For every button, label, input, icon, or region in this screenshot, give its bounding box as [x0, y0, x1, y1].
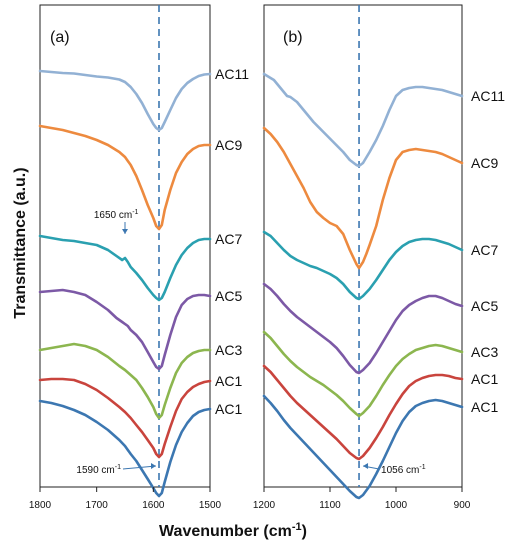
- panel-b-series-label-2: AC7: [471, 242, 498, 258]
- panel-a-series-label-2: AC7: [215, 231, 242, 247]
- x-axis-title-main: Wavenumber (cm: [159, 523, 292, 540]
- panel-a-series-label-5: AC1: [215, 373, 242, 389]
- panel-b-series-ac9-1: [262, 126, 464, 270]
- panel-b-xtick-label-2: 1000: [385, 500, 408, 511]
- panel-a-series-ac11-0: [38, 69, 212, 132]
- panel-b-annotation-0: 1056 cm-1: [381, 464, 426, 476]
- panel-b-series-label-3: AC5: [471, 298, 498, 314]
- panel-a-series-ac3-4: [38, 342, 212, 420]
- panel-a-label: (a): [50, 29, 70, 46]
- panel-b-series-ac5-3: [262, 282, 464, 375]
- panel-a-annotation-1: 1590 cm-1: [76, 464, 121, 476]
- panel-b-series-label-5: AC1: [471, 371, 498, 387]
- panel-a-series-ac7-2: [38, 234, 212, 302]
- panel-a-annotation-0: 1650 cm-1: [94, 209, 139, 221]
- y-axis-title: Transmittance (a.u.): [12, 167, 29, 318]
- panel-a-series-label-6: AC1: [215, 401, 242, 417]
- panel-b-series-ac3-4: [262, 330, 464, 418]
- panel-a-ticks-group: 1800 1700 1600 1500 1650 cm-1 1590 cm-1: [29, 209, 222, 511]
- panel-a-series-group: AC11 AC9 AC7 AC5 AC3 AC1 AC1: [38, 66, 249, 498]
- panel-a-series-label-0: AC11: [215, 66, 249, 82]
- panel-b-annotation-arrowhead-0: [363, 463, 369, 469]
- panel-b-series-ac11-0: [262, 72, 464, 168]
- panel-b-series-group: AC11 AC9 AC7 AC5 AC3 AC1 AC1: [262, 72, 505, 500]
- panel-a-series-label-4: AC3: [215, 342, 242, 358]
- panel-b-ticks-group: 1200 1100 1000 900 1056 cm-1: [253, 463, 471, 511]
- panel-a-frame: [39, 4, 211, 488]
- panel-a-xtick-label-1: 1700: [86, 500, 109, 511]
- panel-a-xtick-label-0: 1800: [29, 500, 52, 511]
- panel-b-series-label-0: AC11: [471, 88, 505, 104]
- panel-b-series-label-6: AC1: [471, 399, 498, 415]
- panel-a-xtick-label-2: 1600: [142, 500, 165, 511]
- panel-b-frame: [263, 4, 463, 488]
- panel-a-series-ac9-1: [38, 124, 212, 231]
- panel-b-series-label-1: AC9: [471, 155, 498, 171]
- panel-a-annotation-arrow-1: [122, 465, 157, 470]
- panel-b-xtick-label-3: 900: [454, 500, 471, 511]
- x-axis-title: Wavenumber (cm-1): [159, 521, 307, 540]
- panel-b-series-ac1-6: [262, 394, 464, 500]
- panel-b: AC11 AC9 AC7 AC5 AC3 AC1 AC1 1200 1100 1000 900 10…: [253, 4, 505, 511]
- panel-a-annotation-arrowhead-0: [122, 229, 128, 234]
- x-axis-title-sup: -1: [292, 521, 302, 533]
- panel-a-annotation-arrowhead-1: [151, 463, 156, 469]
- panel-a-series-ac1-6: [38, 399, 212, 498]
- panel-b-xtick-label-0: 1200: [253, 500, 276, 511]
- panel-a-series-label-1: AC9: [215, 137, 242, 153]
- panel-b-series-label-4: AC3: [471, 344, 498, 360]
- panel-b-label: (b): [283, 29, 303, 46]
- panel-b-series-ac1-5: [262, 364, 464, 461]
- panel-a-series-ac1-5: [38, 377, 212, 459]
- panel-a-series-ac5-3: [38, 288, 212, 371]
- x-axis-title-close: ): [302, 523, 307, 540]
- panel-a-xtick-label-3: 1500: [199, 500, 222, 511]
- panel-a-series-label-3: AC5: [215, 288, 242, 304]
- panel-b-series-ac7-2: [262, 230, 464, 301]
- panel-b-xtick-label-1: 1100: [319, 500, 341, 511]
